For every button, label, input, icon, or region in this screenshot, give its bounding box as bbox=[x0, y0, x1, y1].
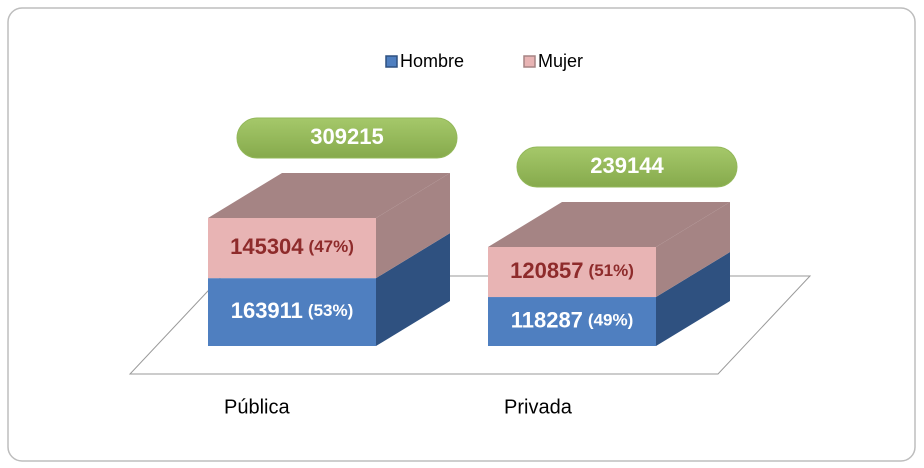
bar bbox=[488, 297, 656, 346]
legend-swatch bbox=[523, 55, 536, 68]
bar-top bbox=[208, 173, 450, 218]
bar-side bbox=[376, 233, 450, 346]
bar bbox=[208, 218, 376, 279]
bar bbox=[488, 247, 656, 298]
chart-frame bbox=[7, 7, 916, 462]
data-label-value: 120857 bbox=[510, 258, 583, 283]
total-label: 309215 bbox=[310, 124, 383, 149]
bar-top bbox=[488, 202, 730, 248]
bar bbox=[208, 278, 376, 346]
x-tick-label: Privada bbox=[504, 396, 573, 418]
data-label-value: 145304 bbox=[230, 234, 304, 259]
data-label: 118287 (49%) bbox=[511, 307, 634, 332]
legend-label: Hombre bbox=[400, 51, 464, 71]
data-label: 145304 (47%) bbox=[230, 234, 354, 259]
floor bbox=[128, 275, 812, 375]
data-label-percent: (53%) bbox=[308, 302, 353, 321]
data-label-value: 118287 bbox=[511, 307, 583, 332]
total-label: 239144 bbox=[590, 153, 664, 178]
total-pill bbox=[516, 146, 738, 188]
data-label-value: 163911 bbox=[231, 298, 303, 323]
total-pill bbox=[236, 117, 458, 159]
bar-side bbox=[656, 252, 730, 346]
data-label-percent: (47%) bbox=[309, 238, 354, 257]
legend-swatch bbox=[385, 55, 398, 68]
data-label-percent: (51%) bbox=[589, 262, 634, 281]
data-label: 120857 (51%) bbox=[510, 258, 634, 283]
legend-label: Mujer bbox=[538, 51, 583, 71]
data-label-percent: (49%) bbox=[588, 311, 633, 330]
bar-side bbox=[656, 202, 730, 298]
bar-side bbox=[376, 173, 450, 279]
legend: Hombre Mujer bbox=[385, 51, 583, 71]
data-label: 163911 (53%) bbox=[231, 298, 354, 323]
plot-area: 163911 (53%) 145304 (47%) 309215 Pública 11828… bbox=[208, 117, 738, 418]
x-tick-label: Pública bbox=[224, 396, 290, 418]
